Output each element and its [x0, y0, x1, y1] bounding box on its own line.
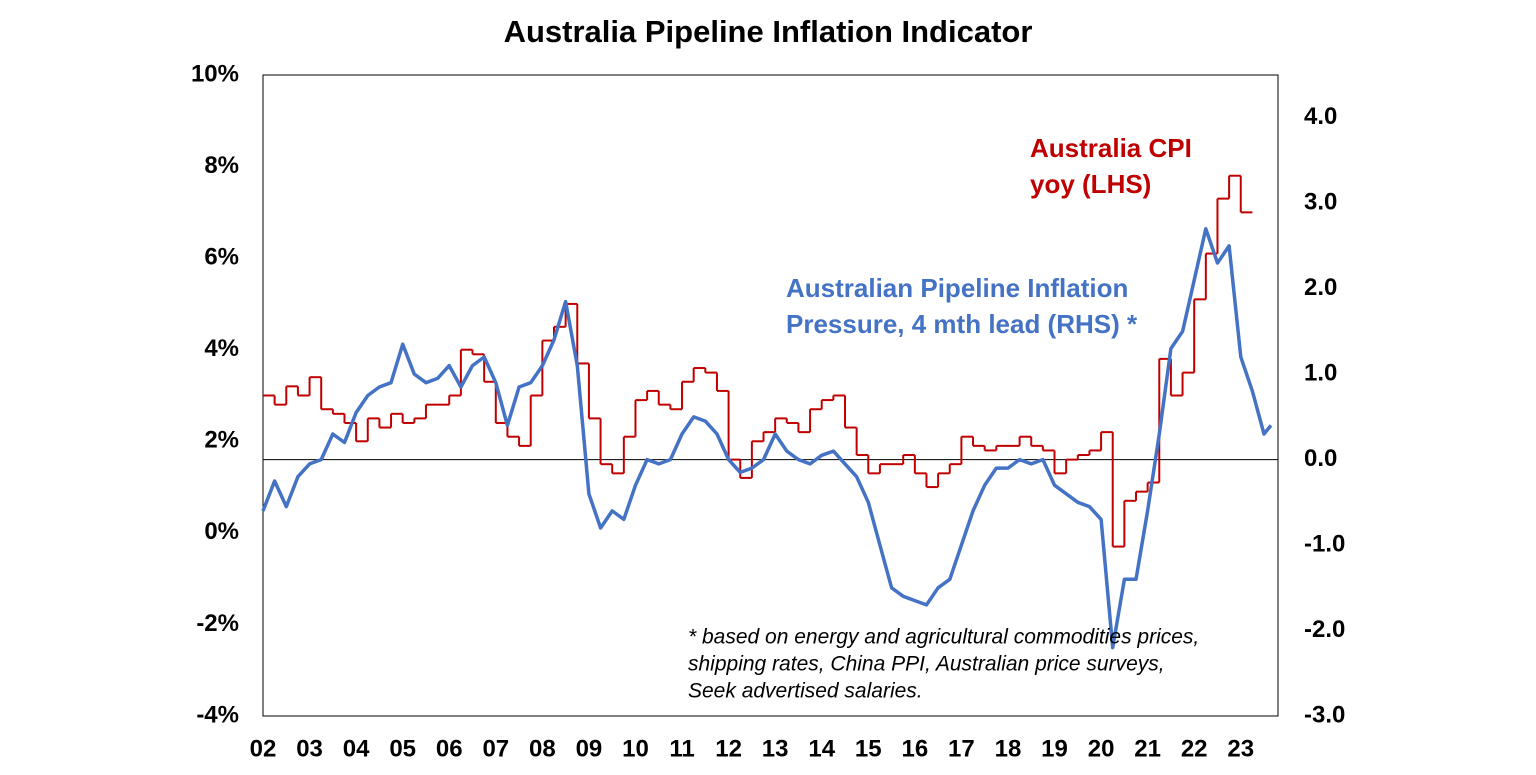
footnote: * based on energy and agricultural commo… — [688, 626, 1199, 649]
y-tick-label: 6% — [204, 243, 239, 270]
x-tick-label: 20 — [1088, 735, 1115, 762]
x-tick-label: 06 — [436, 735, 463, 762]
x-tick-label: 05 — [389, 735, 416, 762]
x-tick-label: 04 — [343, 735, 370, 762]
x-tick-label: 19 — [1041, 735, 1068, 762]
y-tick-label: 8% — [204, 152, 239, 179]
x-tick-label: 08 — [529, 735, 556, 762]
footnote: shipping rates, China PPI, Australian pr… — [688, 653, 1165, 676]
series-label: Pressure, 4 mth lead (RHS) * — [786, 309, 1138, 339]
footnote: Seek advertised salaries. — [688, 680, 923, 703]
pipeline-line — [261, 227, 1273, 650]
x-tick-label: 03 — [296, 735, 323, 762]
x-tick-label: 02 — [250, 735, 277, 762]
y2-tick-label: 3.0 — [1304, 189, 1337, 216]
x-tick-label: 14 — [808, 735, 835, 762]
y2-tick-label: 2.0 — [1304, 274, 1337, 301]
x-tick-label: 13 — [762, 735, 789, 762]
series-label: Australia CPI — [1030, 133, 1192, 163]
x-tick-label: 12 — [715, 735, 742, 762]
x-tick-label: 17 — [948, 735, 975, 762]
y-tick-label: 10% — [191, 60, 239, 87]
y-tick-label: 4% — [204, 335, 239, 362]
y2-tick-label: -2.0 — [1304, 616, 1345, 643]
x-tick-label: 07 — [482, 735, 509, 762]
series-label: yoy (LHS) — [1030, 169, 1151, 199]
x-tick-label: 21 — [1134, 735, 1161, 762]
x-tick-label: 11 — [669, 735, 694, 762]
series-label: Australian Pipeline Inflation — [786, 273, 1128, 303]
x-tick-label: 15 — [855, 735, 882, 762]
y-tick-label: 0% — [204, 518, 239, 545]
y-tick-label: -4% — [196, 701, 239, 728]
y2-tick-label: -1.0 — [1304, 530, 1345, 557]
x-tick-label: 10 — [622, 735, 649, 762]
x-tick-label: 23 — [1227, 735, 1254, 762]
y2-tick-label: 0.0 — [1304, 445, 1337, 472]
y2-tick-label: 1.0 — [1304, 359, 1337, 386]
y-tick-label: -2% — [196, 610, 239, 637]
chart-title: Australia Pipeline Inflation Indicator — [504, 14, 1033, 49]
x-tick-label: 22 — [1181, 735, 1208, 762]
x-tick-label: 09 — [576, 735, 603, 762]
y2-tick-label: 4.0 — [1304, 103, 1337, 130]
x-tick-label: 18 — [995, 735, 1022, 762]
y2-tick-label: -3.0 — [1304, 701, 1345, 728]
x-tick-label: 16 — [901, 735, 928, 762]
y-tick-label: 2% — [204, 427, 239, 454]
